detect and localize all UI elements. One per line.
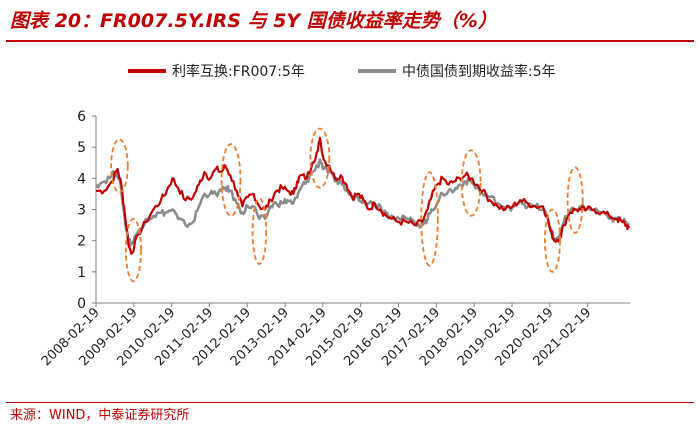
legend-label-treasury: 中债国债到期收益率:5年 [402,64,556,80]
line-chart: 01234562008-02-192009-02-192010-02-19201… [39,109,630,369]
highlight-ellipse [251,197,268,265]
y-tick-label: 5 [77,140,86,156]
highlight-ellipse [309,127,331,189]
series-layer [94,136,630,255]
legend-label-fr007: 利率互换:FR007:5年 [172,64,305,80]
highlight-ellipse [110,138,129,194]
highlight-ellipse [420,171,439,267]
legend-swatch-fr007 [128,69,166,73]
highlight-ellipse [220,143,242,217]
y-tick-label: 6 [77,109,86,125]
highlight-layer [110,127,584,283]
y-tick-label: 4 [77,171,86,187]
legend-item-fr007: 利率互换:FR007:5年 [128,60,305,82]
highlight-ellipse [124,217,142,283]
legend-swatch-treasury [358,69,396,73]
y-tick-label: 0 [77,296,86,312]
y-tick-label: 3 [77,203,86,219]
series-line-treasury [94,158,630,247]
source-divider [6,402,694,403]
highlight-ellipse [544,208,561,273]
legend-item-treasury: 中债国债到期收益率:5年 [358,60,556,82]
source-note: 来源：WIND，中泰证券研究所 [10,408,190,423]
highlight-ellipse [460,149,482,217]
chart-title: 图表 20：FR007.5Y.IRS 与 5Y 国债收益率走势（%） [10,10,497,32]
chart-legend: 利率互换:FR007:5年 中债国债到期收益率:5年 [0,60,700,82]
highlight-ellipse [566,166,584,234]
series-line-fr007 [95,136,630,255]
y-tick-label: 2 [77,234,86,250]
title-divider [6,40,694,42]
y-tick-label: 1 [77,265,86,281]
